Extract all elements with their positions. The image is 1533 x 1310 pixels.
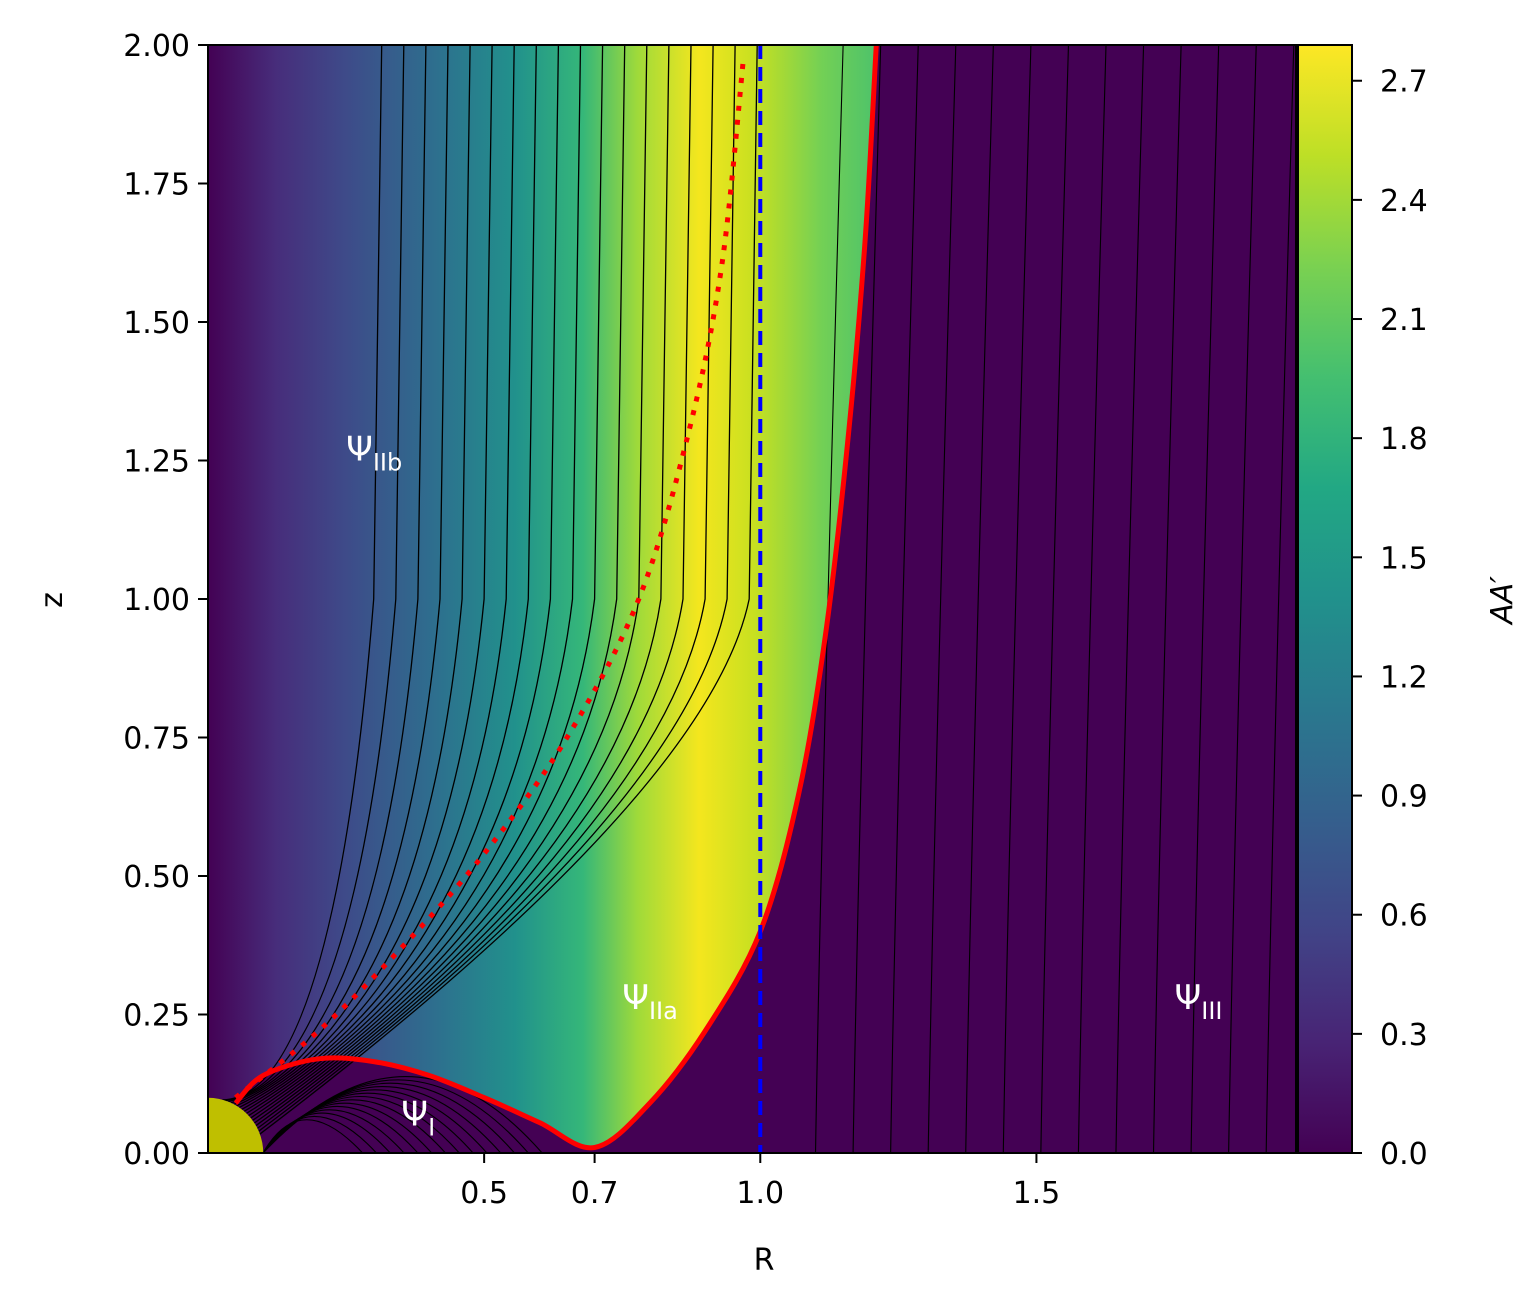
outer-field-line [852, 45, 882, 1153]
y-tick-label: 1.75 [123, 168, 190, 203]
x-tick-label: 0.5 [460, 1176, 508, 1211]
colorbar-label: AA′ [1485, 576, 1520, 626]
outer-field-line [965, 45, 994, 1153]
region-labels: ΨIIb ΨIIa ΨI ΨIII [346, 430, 1222, 1142]
field-line [258, 45, 736, 1132]
field-line [253, 45, 670, 1124]
colorbar-tick-label: 2.4 [1380, 184, 1428, 219]
outer-field-line [1265, 45, 1295, 1153]
outer-field-line [927, 45, 957, 1153]
x-tick-label: 0.7 [571, 1176, 619, 1211]
colorbar-frame [1297, 44, 1353, 1154]
colorbar-ticks: 0.0 0.3 0.6 0.9 1.2 1.5 1.8 2.1 2.4 2.7 [1352, 65, 1428, 1172]
colorbar-tick-label: 0.0 [1380, 1137, 1428, 1172]
field-line [248, 45, 604, 1117]
region-label: ΨI [401, 1094, 435, 1141]
field-line [233, 45, 471, 1105]
x-axis-label: R [754, 1243, 775, 1278]
peak-dotted-curve [234, 55, 747, 1100]
field-line [227, 45, 427, 1103]
y-axis: 0.00 0.25 0.50 0.75 1.00 1.25 1.50 1.75 2.00 [123, 29, 208, 1172]
separatrix-curve [233, 45, 879, 1151]
outer-field-line [1228, 45, 1257, 1153]
y-tick-label: 0.00 [123, 1137, 190, 1172]
field-line [236, 45, 493, 1107]
x-tick-label: 1.5 [1013, 1176, 1061, 1211]
x-tick-label: 1.0 [736, 1176, 784, 1211]
region-label: ΨIII [1174, 978, 1222, 1025]
colorbar-tick-label: 0.3 [1380, 1018, 1428, 1053]
colorbar-tick-label: 0.9 [1380, 780, 1428, 815]
outer-field-line [1002, 45, 1032, 1153]
field-line [255, 45, 692, 1127]
colorbar-tick-label: 1.8 [1380, 422, 1428, 457]
y-axis-label: z [35, 592, 70, 608]
y-tick-label: 0.50 [123, 860, 190, 895]
colorbar-tick-label: 1.2 [1380, 660, 1428, 695]
colorbar-tick-label: 0.6 [1380, 899, 1428, 934]
field-line [230, 45, 449, 1104]
y-tick-label: 1.00 [123, 583, 190, 618]
colorbar-tick-label: 1.5 [1380, 541, 1428, 576]
region-label: ΨIIb [346, 430, 402, 477]
colorbar: 0.0 0.3 0.6 0.9 1.2 1.5 1.8 2.1 2.4 2.7 [1297, 44, 1428, 1172]
colorbar-gradient [1298, 45, 1352, 1153]
plot-area [208, 45, 1296, 1153]
region-label: ΨIIa [622, 978, 678, 1025]
y-tick-label: 0.25 [123, 999, 190, 1034]
y-tick-label: 1.50 [123, 306, 190, 341]
outer-field-line [1152, 45, 1182, 1153]
colorbar-tick-label: 2.7 [1380, 65, 1428, 100]
outer-field-line [890, 45, 919, 1153]
x-axis: 0.5 0.7 1.0 1.5 [460, 1153, 1060, 1211]
outer-field-line [1077, 45, 1107, 1153]
outer-field-line [814, 45, 844, 1153]
y-tick-label: 2.00 [123, 29, 190, 64]
field-line [256, 45, 714, 1130]
star-quarter-disk [208, 1097, 264, 1153]
field-line [225, 45, 405, 1102]
field-line [250, 45, 626, 1119]
closed-field-line [262, 1076, 543, 1153]
outer-field-line [1040, 45, 1070, 1153]
y-tick-label: 0.75 [123, 722, 190, 757]
outer-field-line [1115, 45, 1145, 1153]
y-tick-label: 1.25 [123, 445, 190, 480]
field-line [238, 45, 515, 1109]
field-line [222, 45, 383, 1101]
colorbar-tick-label: 2.1 [1380, 303, 1428, 338]
field-line [259, 45, 758, 1135]
outer-field-line [1190, 45, 1220, 1153]
field-line [252, 45, 648, 1122]
